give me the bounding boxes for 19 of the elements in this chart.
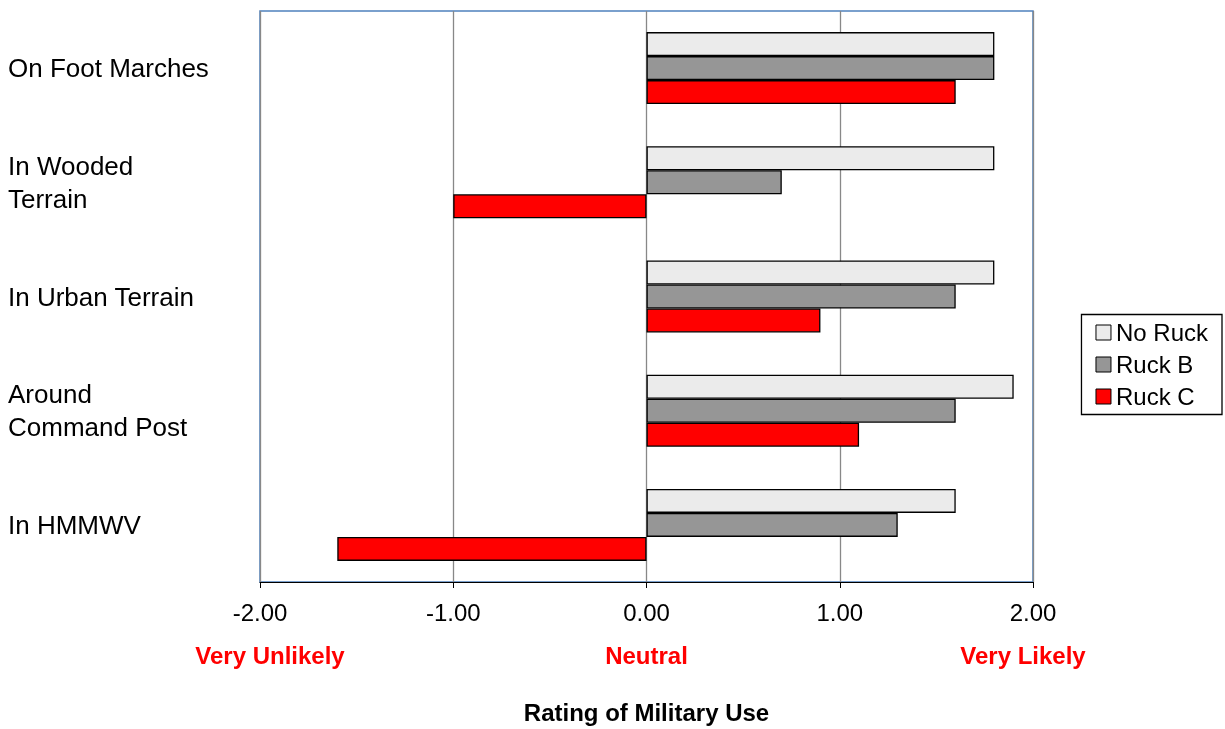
y-tick-label: In Urban Terrain: [8, 281, 194, 312]
y-tick-label: In HMMWV: [8, 509, 142, 540]
text: Neutral: [605, 641, 688, 669]
x-axis-title: Rating of Military Use: [523, 698, 770, 726]
legend-label: Ruck C: [1115, 383, 1195, 410]
x-tick-label: 2.00: [1009, 598, 1057, 626]
y-tick-label: Around Command Post: [8, 379, 188, 443]
bar: [337, 536, 647, 561]
x-tick-label: 0.00: [623, 598, 670, 626]
y-tick-label: In Wooded Terrain: [8, 150, 141, 214]
text: Very Unlikely: [195, 641, 346, 669]
x-tick-label: -2.00: [232, 598, 288, 626]
legend-label: No Ruck: [1115, 319, 1209, 346]
x-tick-label: -1.00: [425, 598, 481, 626]
x-tick-label: 1.00: [816, 598, 864, 626]
text: Very Likely: [960, 641, 1087, 669]
y-tick-label: On Foot Marches: [8, 53, 209, 84]
bar: [453, 194, 647, 219]
legend-label: Ruck B: [1115, 351, 1194, 378]
